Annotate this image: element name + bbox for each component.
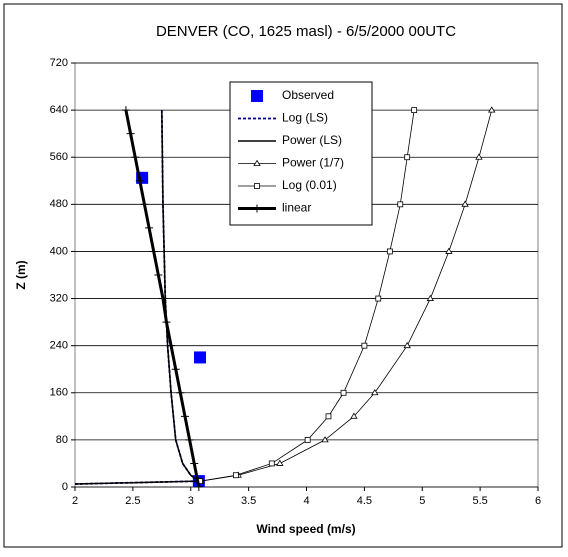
series-line [74,110,202,485]
y-axis-label: Z (m) [14,260,28,289]
y-tick-label: 240 [50,340,68,352]
marker [154,271,163,279]
marker [397,201,404,208]
marker [321,436,329,443]
marker [340,389,347,396]
legend-label: Observed [282,88,334,102]
marker [475,153,483,160]
marker [232,472,239,479]
marker [194,483,203,491]
x-axis-label: Wind speed (m/s) [256,522,355,536]
marker [371,389,379,396]
legend-box [229,81,373,226]
legend-label: Power (1/7) [282,156,344,170]
y-tick-label: 320 [50,292,68,304]
marker [325,413,332,420]
y-tick-label: 640 [50,104,68,116]
marker [131,153,140,162]
marker [375,295,382,302]
marker [461,200,469,207]
x-tick-label: 2 [72,495,78,507]
y-tick-label: 560 [50,151,68,163]
marker [162,318,171,327]
legend-label: linear [282,201,311,215]
x-tick-label: 4.5 [357,495,372,507]
x-tick-label: 6 [535,495,541,507]
x-tick-label: 5.5 [472,495,487,507]
marker [158,294,167,303]
x-tick-label: 5 [419,495,425,507]
y-tick-label: 160 [50,387,68,399]
series-line [199,110,415,482]
x-tick-label: 2.5 [125,495,140,507]
x-tick-label: 3.5 [241,495,256,507]
marker [253,204,261,213]
marker [411,107,418,114]
marker [268,460,275,467]
legend: Observed Log (LS) Power (LS) Power (1/7) Log… [229,81,373,226]
marker [135,176,144,185]
marker [149,247,158,256]
marker [180,412,189,421]
y-tick-label: 480 [50,198,68,210]
marker [145,223,154,232]
marker [350,412,358,419]
marker [171,365,180,374]
marker [404,154,411,161]
marker [140,200,149,209]
marker [194,351,207,364]
marker [121,106,130,115]
legend-label: Log (0.01) [282,178,337,192]
marker [167,341,176,350]
y-tick-label: 400 [50,245,68,257]
y-tick-label: 80 [56,434,68,446]
marker [176,388,185,397]
legend-label: Log (LS) [282,111,328,125]
marker [403,341,411,349]
marker [253,159,261,166]
marker [251,90,263,102]
marker [190,459,199,468]
marker [304,436,311,443]
marker [276,459,284,466]
marker [426,294,435,301]
marker [487,106,496,113]
marker [361,342,368,349]
x-tick-label: 4 [303,495,309,507]
marker [185,435,194,444]
legend-label: Power (LS) [282,133,342,147]
marker [445,247,453,254]
marker [126,129,135,138]
x-tick-label: 3 [188,495,194,507]
chart-title: DENVER (CO, 1625 masl) - 6/5/2000 00UTC [156,23,456,40]
y-tick-label: 720 [50,57,68,69]
y-tick-label: 0 [62,481,68,493]
marker [254,183,260,189]
marker [386,248,393,255]
